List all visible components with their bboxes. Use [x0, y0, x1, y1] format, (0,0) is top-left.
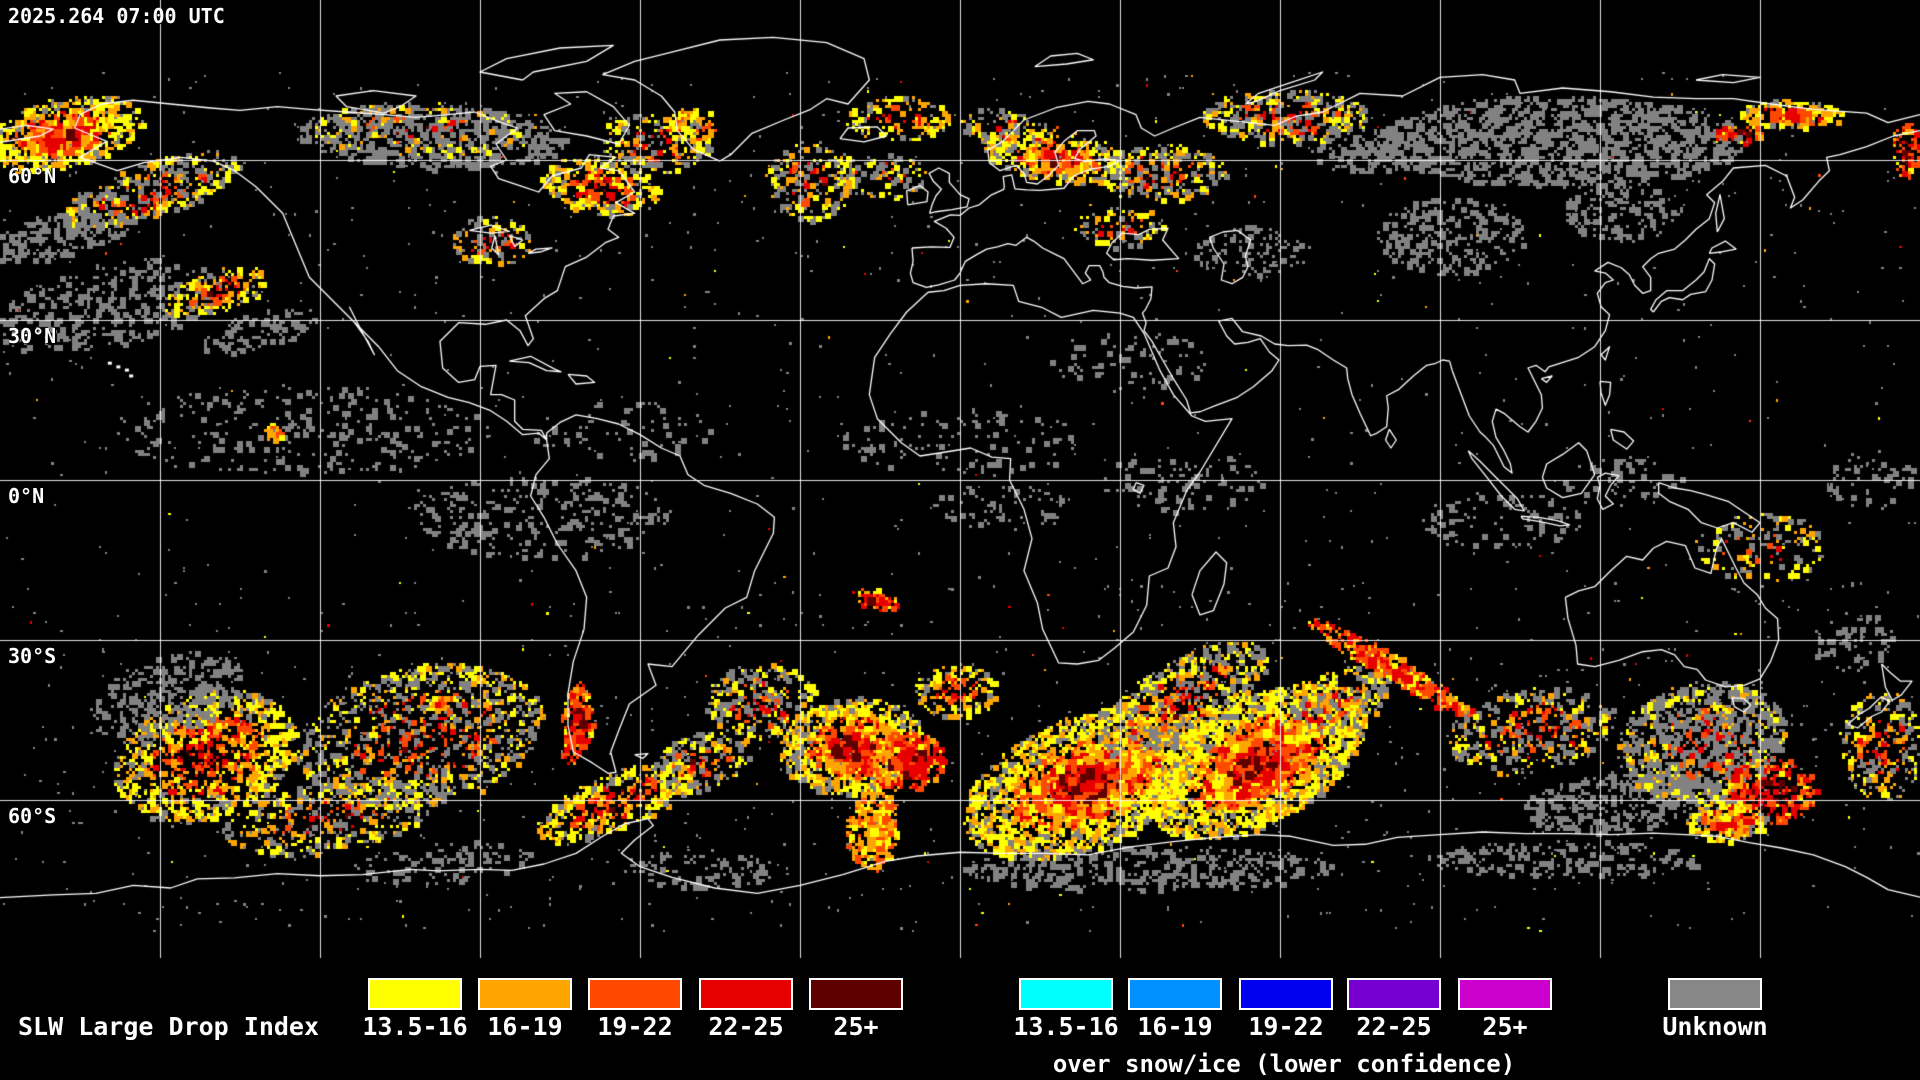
legend-swatch-main-0: [368, 978, 462, 1010]
legend-label-main-0: 13.5-16: [362, 1012, 468, 1041]
legend-snow-subtitle: over snow/ice (lower confidence): [1052, 1050, 1516, 1078]
legend-swatch-snow-1: [1128, 978, 1222, 1010]
latitude-label-30S: 30°S: [8, 644, 57, 668]
legend-swatch-snow-2: [1239, 978, 1333, 1010]
legend-label-snow-2: 19-22: [1248, 1012, 1324, 1041]
legend-label-snow-4: 25+: [1482, 1012, 1528, 1041]
legend-swatch-main-2: [588, 978, 682, 1010]
timestamp-label: 2025.264 07:00 UTC: [8, 4, 225, 28]
legend-label-snow-1: 16-19: [1137, 1012, 1213, 1041]
legend-swatch-main-4: [809, 978, 903, 1010]
legend-swatch-snow-0: [1019, 978, 1113, 1010]
legend-label-snow-0: 13.5-16: [1013, 1012, 1119, 1041]
legend-label-main-2: 19-22: [597, 1012, 673, 1041]
legend-label-main-1: 16-19: [487, 1012, 563, 1041]
world-map-canvas: [0, 0, 1920, 960]
latitude-label-60N: 60°N: [8, 164, 57, 188]
latitude-label-60S: 60°S: [8, 804, 57, 828]
legend-label-unknown: Unknown: [1662, 1012, 1768, 1041]
legend-swatch-main-3: [699, 978, 793, 1010]
latitude-label-0N: 0°N: [8, 484, 45, 508]
legend-swatch-snow-4: [1458, 978, 1552, 1010]
legend-swatch-unknown: [1668, 978, 1762, 1010]
legend-label-main-4: 25+: [833, 1012, 879, 1041]
legend-swatch-main-1: [478, 978, 572, 1010]
legend-label-main-3: 22-25: [708, 1012, 784, 1041]
legend-label-snow-3: 22-25: [1356, 1012, 1432, 1041]
latitude-label-30N: 30°N: [8, 324, 57, 348]
legend-title: SLW Large Drop Index: [18, 1012, 320, 1041]
legend-swatch-snow-3: [1347, 978, 1441, 1010]
